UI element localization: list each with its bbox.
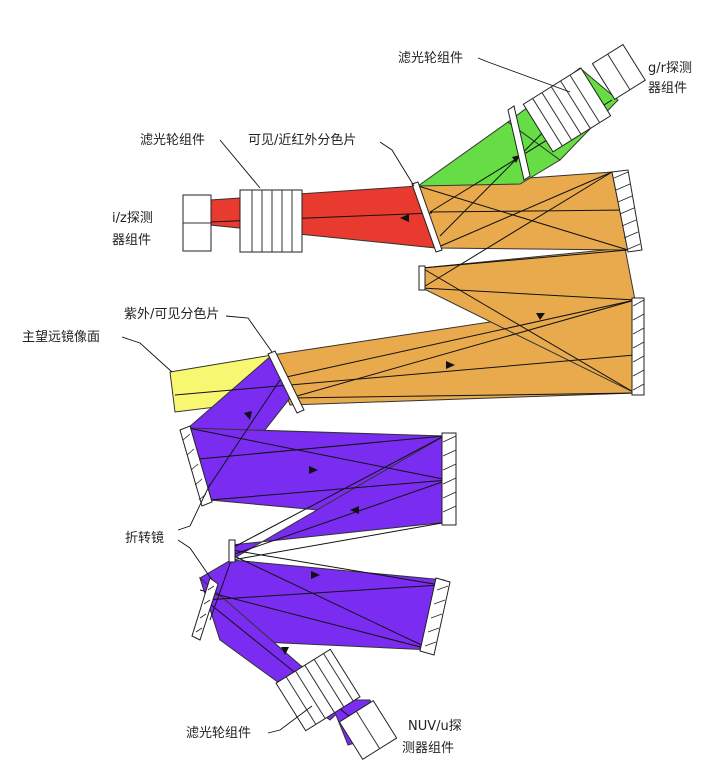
mirror-icon	[611, 169, 643, 253]
uv-vis-dichroic-plate	[267, 350, 305, 414]
arrow-icons	[244, 155, 545, 655]
label-filter-wheel-left: 滤光轮组件	[140, 133, 205, 148]
arrow-icon	[400, 214, 409, 222]
arrow-icon	[350, 506, 359, 514]
arrow-icon	[311, 571, 320, 579]
leader-lines	[121, 57, 571, 734]
detector-icon	[182, 194, 212, 252]
label-gr-detector-2: 器组件	[648, 81, 687, 96]
green-filter-plate	[507, 105, 531, 181]
mirror-icon	[631, 297, 645, 396]
mirror-icon	[191, 577, 219, 641]
label-gr-detector-1: g/r探测	[648, 61, 692, 76]
arrow-icon	[281, 647, 289, 655]
label-fold-mirror: 折转镜	[125, 531, 164, 546]
detector-icon	[591, 43, 646, 100]
label-vis-nir-dichroic: 可见/近红外分色片	[248, 132, 356, 148]
label-filter-wheel-top: 滤光轮组件	[398, 51, 463, 66]
arrow-icon	[512, 155, 520, 163]
label-iz-detector-1: i/z探测	[112, 211, 153, 226]
filter-wheel-icon	[275, 648, 361, 732]
arrow-icon	[446, 361, 455, 369]
vis-nir-dichroic-plate	[411, 181, 443, 253]
mirror-icon	[419, 577, 451, 656]
arrow-icon	[244, 411, 252, 420]
label-uv-vis-dichroic: 紫外/可见分色片	[124, 306, 219, 322]
mirror-icon	[441, 432, 457, 526]
detector-icon	[338, 700, 398, 760]
label-filter-wheel-bottom: 滤光轮组件	[186, 726, 251, 741]
filter-wheel-icon	[522, 67, 612, 153]
mirror-icon	[418, 265, 426, 291]
label-nuv-detector-1: NUV/u探	[408, 719, 462, 734]
mirror-icon	[228, 539, 236, 563]
arrow-icon	[309, 466, 318, 474]
label-iz-detector-2: 器组件	[112, 233, 151, 248]
mirror-icon	[179, 425, 213, 507]
label-main-telescope-image-plane: 主望远镜像面	[22, 329, 100, 345]
arrow-icon	[536, 313, 545, 320]
filter-wheel-icon	[239, 189, 303, 253]
label-nuv-detector-2: 测器组件	[402, 741, 454, 756]
